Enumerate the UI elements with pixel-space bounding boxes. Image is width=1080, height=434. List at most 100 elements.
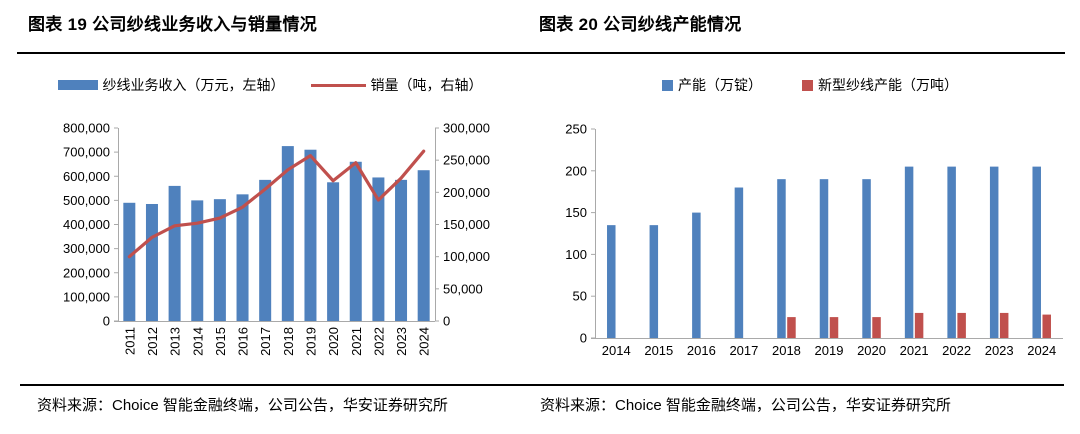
x-axis-tick-label: 2015	[213, 327, 228, 356]
figure-19-title: 图表 19 公司纱线业务收入与销量情况	[28, 15, 318, 34]
new-yarn-capacity-bar	[914, 312, 924, 338]
revenue-bar	[259, 179, 272, 321]
capacity-bar	[862, 179, 871, 338]
legend-item-sales-volume: 销量（吨，右轴）	[310, 75, 483, 95]
right-axis-tick-label: 200,000	[443, 185, 490, 200]
right-axis-tick-label: 0	[443, 314, 450, 329]
x-axis-tick-label: 2015	[644, 343, 673, 358]
x-axis-tick-label: 2024	[417, 327, 432, 356]
right-axis-tick-label: 150,000	[443, 217, 490, 232]
revenue-bar	[236, 194, 249, 321]
capacity-bar	[734, 187, 744, 338]
legend-item-new-yarn-capacity: 新型纱线产能（万吨）	[802, 75, 958, 95]
revenue-bar	[168, 185, 181, 321]
x-axis-tick-label: 2023	[985, 343, 1014, 358]
x-axis-tick-label: 2017	[258, 327, 273, 356]
right-axis-tick-label: 50,000	[443, 281, 483, 296]
x-axis-tick-label: 2023	[394, 327, 409, 356]
revenue-bar	[372, 177, 385, 321]
revenue-bar	[349, 161, 362, 321]
revenue-sales-chart: 0 100,000 200,000 300,000 400,000 500,000 600,…	[63, 121, 490, 356]
x-axis-tick-label: 2014	[190, 327, 205, 356]
capacity-bar	[777, 179, 786, 338]
left-axis-tick-label: 250	[565, 122, 587, 137]
capacity-bar	[607, 225, 616, 338]
revenue-bar	[191, 200, 204, 321]
new-yarn-capacity-bar	[787, 317, 796, 338]
capacity-bar	[989, 166, 999, 338]
capacity-chart: 0 50 100 150 200 250 2014 2015 2016 2017 2018 2019 2…	[565, 122, 1063, 358]
x-axis-tick-label: 2020	[326, 327, 341, 356]
capacity-bar	[649, 225, 659, 338]
right-axis-tick-label: 100,000	[443, 249, 490, 264]
x-axis-tick-label: 2016	[687, 343, 716, 358]
x-axis-tick-label: 2016	[236, 327, 251, 356]
left-axis-tick-label: 800,000	[63, 121, 110, 136]
x-axis-tick-label: 2012	[145, 327, 160, 356]
x-axis-tick-label: 2018	[281, 327, 296, 356]
new-yarn-capacity-bar	[999, 312, 1009, 338]
revenue-bar	[281, 146, 294, 321]
capacity-bar	[692, 212, 701, 338]
new-yarn-capacity-bar	[1042, 314, 1051, 338]
capacity-bar	[1032, 166, 1041, 338]
left-axis-tick-label: 300,000	[63, 241, 110, 256]
figure-19-legend: 纱线业务收入（万元，左轴） 销量（吨，右轴）	[0, 75, 540, 95]
x-axis-tick-label: 2021	[900, 343, 929, 358]
revenue-bar	[145, 203, 158, 321]
revenue-bar	[327, 182, 340, 321]
x-axis-tick-label: 2014	[602, 343, 631, 358]
left-axis-tick-label: 200,000	[63, 265, 110, 280]
left-axis-tick-label: 150	[565, 205, 587, 220]
new-yarn-capacity-bar	[872, 317, 881, 338]
figure-19-source: 资料来源：Choice 智能金融终端，公司公告，华安证券研究所	[37, 397, 448, 414]
x-axis-tick-label: 2019	[303, 327, 318, 356]
left-axis-tick-label: 500,000	[63, 193, 110, 208]
capacity-series-label: 产能（万锭）	[678, 77, 762, 93]
revenue-series-label: 纱线业务收入（万元，左轴）	[102, 77, 285, 93]
x-axis-tick-label: 2020	[857, 343, 886, 358]
revenue-bar	[395, 179, 408, 321]
footer-divider	[20, 384, 1064, 386]
sales-series-label: 销量（吨，右轴）	[370, 77, 483, 93]
title-divider	[17, 52, 1065, 54]
revenue-bar-swatch	[57, 80, 98, 90]
new-yarn-capacity-series-label: 新型纱线产能（万吨）	[818, 77, 958, 93]
legend-item-revenue: 纱线业务收入（万元，左轴）	[57, 75, 285, 95]
revenue-bar	[417, 170, 430, 321]
new-yarn-capacity-bar	[829, 317, 839, 338]
revenue-bar	[304, 149, 317, 321]
left-axis-tick-label: 200	[565, 163, 587, 178]
figure-20-source: 资料来源：Choice 智能金融终端，公司公告，华安证券研究所	[540, 397, 951, 414]
figure-20-legend: 产能（万锭） 新型纱线产能（万吨）	[540, 75, 1080, 95]
left-axis-tick-label: 400,000	[63, 217, 110, 232]
left-axis-tick-label: 100,000	[63, 289, 110, 304]
left-axis-tick-label: 0	[103, 314, 110, 329]
x-axis-tick-label: 2019	[815, 343, 844, 358]
capacity-bar	[819, 179, 829, 338]
x-axis-tick-label: 2022	[371, 327, 386, 356]
new-yarn-capacity-bar	[957, 312, 966, 338]
left-axis-tick-label: 50	[573, 289, 587, 304]
capacity-bar	[947, 166, 956, 338]
left-axis-tick-label: 700,000	[63, 145, 110, 160]
revenue-bar	[123, 202, 136, 321]
x-axis-tick-label: 2021	[349, 327, 364, 356]
x-axis-tick-label: 2013	[168, 327, 183, 356]
left-axis-tick-label: 0	[580, 331, 587, 346]
right-axis-tick-label: 250,000	[443, 153, 490, 168]
left-axis-tick-label: 600,000	[63, 169, 110, 184]
x-axis-tick-label: 2017	[729, 343, 758, 358]
figure-20-title: 图表 20 公司纱线产能情况	[539, 15, 742, 34]
x-axis-tick-label: 2024	[1027, 343, 1056, 358]
sales-volume-line	[127, 149, 426, 259]
left-axis-tick-label: 100	[565, 247, 587, 262]
x-axis-tick-label: 2022	[942, 343, 971, 358]
x-axis-tick-label: 2011	[122, 327, 137, 355]
new-yarn-capacity-bar-swatch	[802, 79, 813, 91]
right-axis-tick-label: 300,000	[443, 121, 490, 136]
legend-item-capacity: 产能（万锭）	[662, 75, 762, 95]
x-axis-tick-label: 2018	[772, 343, 801, 358]
revenue-bar	[213, 199, 226, 321]
